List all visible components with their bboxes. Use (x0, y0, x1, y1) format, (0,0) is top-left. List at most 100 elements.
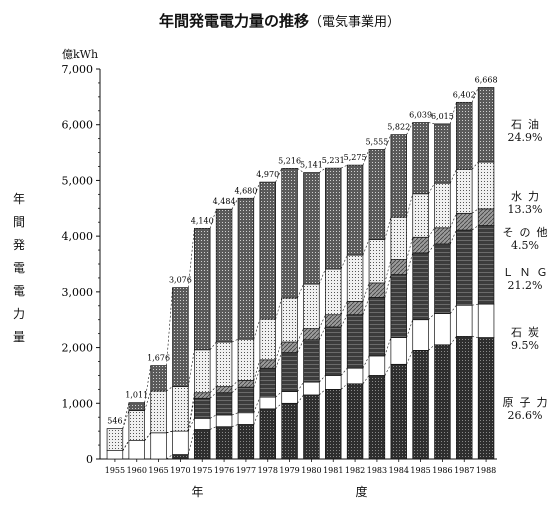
bar-segment-lng (215, 392, 233, 416)
bar-segment-other (259, 359, 276, 369)
connector-line (144, 390, 152, 411)
legend-lng: ＬＮＧ 21.2% (491, 266, 559, 292)
connector-line (231, 412, 239, 416)
connector-line (297, 394, 304, 404)
connector-line (450, 229, 457, 245)
connector-line (187, 429, 195, 455)
bar-segment-other (237, 380, 255, 388)
bar-segment-other (281, 341, 298, 353)
bar-segment-nuclear (259, 408, 276, 460)
bar-segment-hydro (106, 428, 124, 451)
connector-line (384, 274, 392, 298)
legend-other: その他 4.5% (491, 226, 559, 252)
total-label: 5,216 (278, 156, 301, 165)
connector-line (297, 328, 304, 343)
x-tick-label: 1960 (127, 466, 147, 475)
x-tick-label: 1980 (301, 466, 321, 475)
legend-lng-name: ＬＮＧ (502, 266, 554, 279)
connector-line (253, 397, 261, 413)
total-label: 1,676 (147, 354, 170, 363)
connector-line (384, 364, 392, 376)
bar-segment-hydro (477, 161, 495, 210)
bar-segment-coal (259, 396, 276, 410)
bar-segment-coal (390, 337, 407, 365)
connector-line (428, 243, 435, 254)
bar-segment-other (325, 314, 342, 328)
bar-segment-hydro (412, 193, 429, 238)
connector-line (231, 380, 239, 387)
x-tick-label: 1977 (236, 466, 256, 475)
bar-segment-other (194, 392, 211, 399)
connector-line (122, 402, 130, 429)
total-label: 5,141 (300, 161, 323, 170)
total-label: 4,140 (191, 216, 214, 225)
connector-line (471, 87, 479, 103)
bar-segment-hydro (194, 349, 211, 394)
y-tick-label: 1,000 (62, 397, 94, 410)
connector-line (166, 454, 173, 460)
legend-nuclear-name: 原子力 (502, 396, 554, 409)
bar-segment-other (215, 386, 233, 394)
bar-segment-coal (128, 440, 145, 460)
connector-line (188, 418, 195, 432)
bar-segment-oil (456, 101, 473, 170)
total-label: 5,275 (344, 153, 367, 162)
bar-segment-lng (412, 252, 429, 321)
connector-line (384, 337, 392, 357)
bar-segment-hydro (390, 216, 407, 260)
x-tick-label: 1965 (148, 466, 168, 475)
bar-segment-other (434, 227, 451, 245)
connector-line (471, 208, 479, 214)
connector-line (319, 389, 326, 396)
bar-segment-coal (106, 450, 124, 460)
connector-line (275, 297, 283, 320)
bar-segment-coal (434, 313, 451, 346)
total-label: 4,680 (234, 186, 257, 195)
connector-line (450, 169, 457, 184)
x-tick-label: 1982 (345, 466, 365, 475)
legend-other-share: 4.5% (511, 239, 539, 252)
connector-line (209, 386, 217, 393)
connector-line (122, 410, 130, 429)
bar-segment-oil (346, 164, 364, 256)
connector-line (450, 305, 457, 314)
bar-segment-hydro (281, 297, 298, 343)
connector-line (428, 344, 435, 351)
bar-segment-other (346, 300, 364, 316)
connector-line (297, 381, 304, 392)
bar-segment-hydro (128, 410, 145, 441)
connector-line (340, 301, 348, 315)
bar-segment-other (390, 259, 407, 275)
bar-segment-lng (346, 314, 364, 369)
connector-line (340, 383, 348, 390)
bar-segment-nuclear (368, 375, 386, 460)
total-label: 5,231 (322, 156, 345, 165)
connector-line (384, 259, 392, 284)
total-label: 3,076 (169, 276, 192, 285)
connector-line (297, 339, 304, 353)
x-tick-label: 1979 (279, 466, 299, 475)
total-label: 5,822 (387, 123, 410, 132)
bar-segment-coal (194, 417, 211, 430)
connector-line (187, 392, 195, 432)
total-label: 6,668 (475, 75, 498, 84)
x-tick-label: 1988 (476, 466, 496, 475)
connector-line (187, 228, 195, 288)
y-unit-label: 億kWh (62, 48, 99, 61)
bar-segment-hydro (303, 283, 320, 329)
connector-line (362, 297, 370, 315)
bar-segment-nuclear (194, 429, 211, 460)
connector-line (209, 426, 217, 430)
connector-line (428, 183, 435, 194)
legend-nuclear: 原子力 26.6% (491, 396, 559, 422)
legend-oil-name: 石油 (511, 118, 545, 131)
y-tick-label: 5,000 (62, 174, 94, 187)
bar-segment-coal (150, 432, 167, 460)
connector-line (406, 237, 414, 260)
bar-segment-hydro (150, 390, 167, 434)
bar-segment-coal (477, 303, 495, 338)
bar-segment-lng (259, 367, 276, 398)
connector-line (340, 164, 348, 169)
